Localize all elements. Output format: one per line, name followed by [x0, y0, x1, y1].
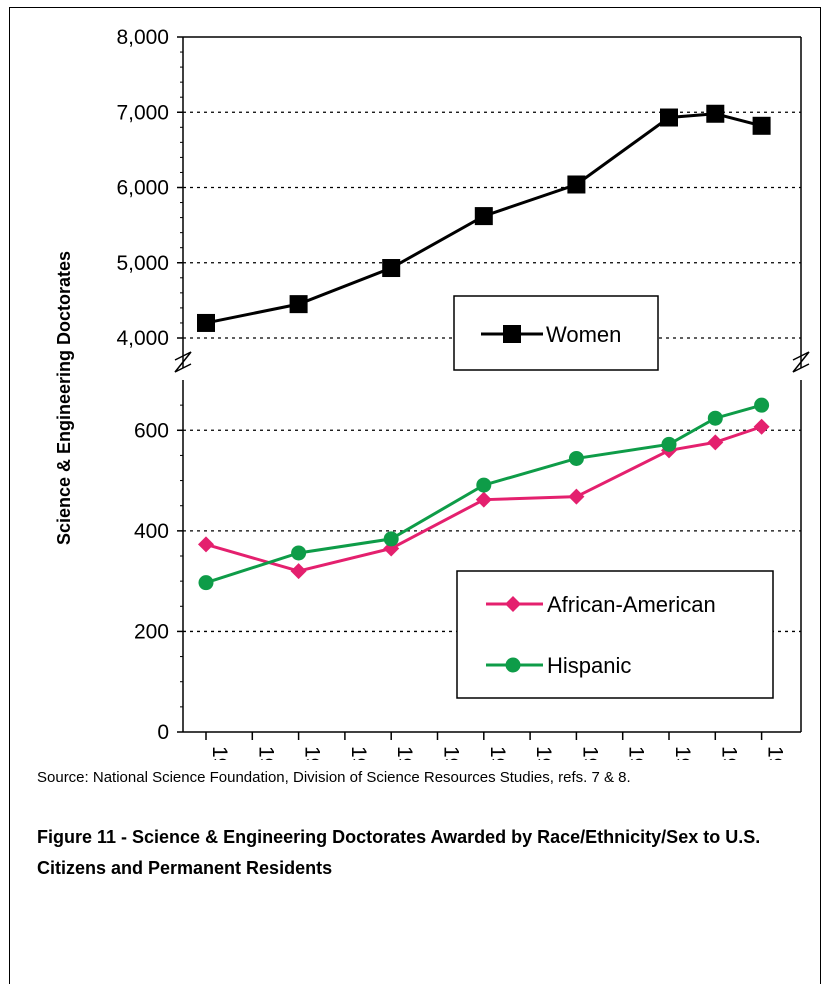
legend-label: Women: [546, 322, 621, 347]
data-point: [383, 531, 399, 547]
x-tick-label: 1996: [717, 746, 740, 760]
data-point: [291, 545, 307, 561]
lower-y-tick-label: 0: [157, 721, 169, 744]
source-note: Source: National Science Foundation, Div…: [37, 769, 631, 786]
data-point: [568, 488, 585, 505]
upper-y-tick-label: 8,000: [116, 26, 169, 49]
x-tick-label: 1992: [532, 746, 555, 760]
upper-y-tick-label: 7,000: [116, 101, 169, 124]
data-point: [660, 108, 678, 127]
upper-y-tick-label: 6,000: [116, 177, 169, 200]
data-point: [706, 104, 725, 123]
x-tick-label: 1990: [440, 746, 463, 760]
series-line: [205, 403, 763, 585]
x-tick-label: 1995: [671, 746, 694, 760]
figure-frame: [9, 7, 821, 984]
x-tick-label: 1993: [578, 746, 601, 760]
x-tick-label: 1989: [393, 746, 416, 760]
data-point: [290, 563, 307, 580]
axis-break-right: [792, 351, 810, 373]
data-point: [382, 259, 401, 278]
x-tick-label: 1985: [208, 746, 231, 760]
x-tick-label: 1991: [486, 746, 509, 760]
series-line: [205, 425, 763, 573]
data-point: [198, 575, 214, 591]
legend-label: African-American: [547, 592, 716, 617]
data-point: [197, 313, 215, 332]
x-tick-label: 1986: [254, 746, 277, 760]
x-tick-label: 1987: [301, 746, 324, 760]
data-point: [707, 410, 723, 426]
upper-y-tick-label: 4,000: [116, 327, 169, 350]
axis-break-left: [174, 351, 192, 373]
x-tick-label: 1997: [764, 746, 787, 760]
x-tick-label: 1994: [625, 746, 648, 760]
y-axis-title: Science & Engineering Doctorates: [54, 251, 74, 545]
lower-y-tick-label: 600: [134, 419, 169, 442]
upper-y-tick-label: 5,000: [116, 252, 169, 275]
data-point: [753, 418, 770, 435]
series-african-american: [198, 418, 770, 580]
data-point: [661, 436, 677, 452]
data-point: [474, 207, 493, 226]
lower-y-tick-label: 400: [134, 520, 169, 543]
legend-label: Hispanic: [547, 653, 631, 678]
data-point: [505, 657, 521, 673]
data-point: [754, 397, 770, 413]
data-point: [505, 596, 521, 612]
legend-box: [456, 570, 774, 699]
chart: 4,000 5,000 6,000 7,000 8,000 0 200 400 600 1985 1…: [54, 26, 810, 760]
data-point: [567, 175, 586, 194]
data-point: [707, 434, 724, 451]
series-hispanic: [198, 397, 770, 591]
data-point: [198, 536, 214, 553]
data-point: [476, 477, 492, 493]
data-point: [752, 116, 771, 135]
lower-y-tick-label: 200: [134, 620, 169, 643]
figure-caption: Figure 11 - Science & Engineering Doctor…: [37, 827, 761, 878]
x-tick-label: 1988: [347, 746, 370, 760]
data-point: [568, 450, 584, 466]
data-point: [475, 491, 492, 508]
series-women: [197, 104, 771, 332]
data-point: [289, 295, 308, 314]
legend-lower: African-American Hispanic: [456, 570, 774, 699]
data-point: [503, 325, 521, 343]
legend-upper: Women: [453, 295, 659, 371]
